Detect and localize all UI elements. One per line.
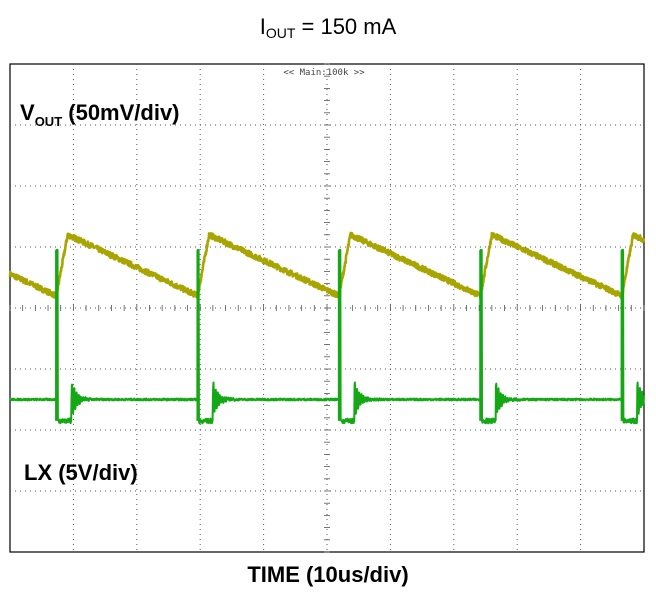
x-axis-label: TIME (10us/div) [247, 562, 409, 587]
traces [8, 231, 645, 425]
grid [9, 63, 645, 553]
scope-banner: << Main:100k >> [283, 68, 365, 78]
lx-label: LX (5V/div) [24, 460, 138, 485]
chart-title: IOUT = 150 mA [259, 14, 397, 41]
vout-trace [8, 231, 645, 300]
vout-label: VOUT (50mV/div) [20, 100, 180, 129]
lx-trace [9, 249, 645, 425]
